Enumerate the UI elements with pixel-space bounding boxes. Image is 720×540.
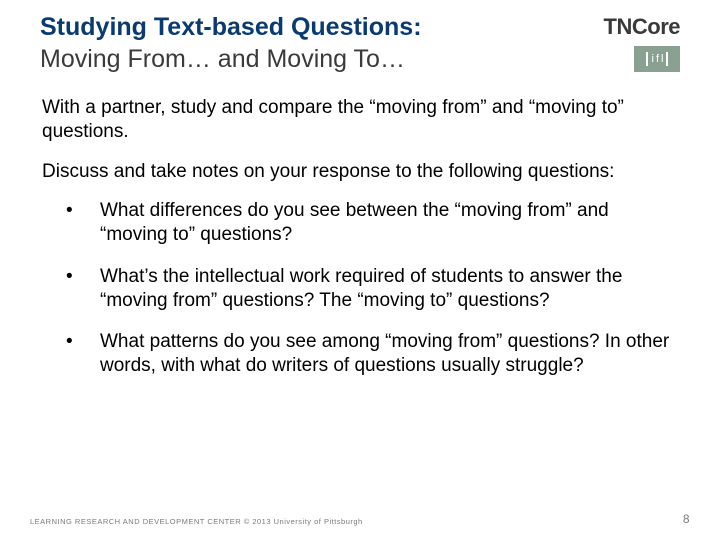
- slide-header: Studying Text-based Questions: Moving Fr…: [0, 0, 720, 74]
- intro-paragraph-2: Discuss and take notes on your response …: [42, 160, 678, 184]
- intro-paragraph-1: With a partner, study and compare the “m…: [42, 96, 678, 144]
- bullet-item: What differences do you see between the …: [66, 199, 678, 247]
- logo-group: TNCore ifl: [604, 12, 680, 72]
- bullet-item: What’s the intellectual work required of…: [66, 265, 678, 313]
- bullet-item: What patterns do you see among “moving f…: [66, 330, 678, 378]
- ifl-logo: ifl: [634, 46, 680, 72]
- title-block: Studying Text-based Questions: Moving Fr…: [40, 12, 604, 74]
- title-line-1: Studying Text-based Questions:: [40, 12, 604, 42]
- title-line-2: Moving From… and Moving To…: [40, 44, 604, 74]
- tncore-logo: TNCore: [604, 14, 680, 40]
- slide-body: With a partner, study and compare the “m…: [0, 74, 720, 378]
- footer-attribution: LEARNING RESEARCH AND DEVELOPMENT CENTER…: [30, 517, 363, 526]
- page-number: 8: [683, 512, 690, 526]
- ifl-logo-text: ifl: [652, 53, 666, 65]
- bullet-list: What differences do you see between the …: [42, 199, 678, 378]
- slide-footer: LEARNING RESEARCH AND DEVELOPMENT CENTER…: [30, 512, 690, 526]
